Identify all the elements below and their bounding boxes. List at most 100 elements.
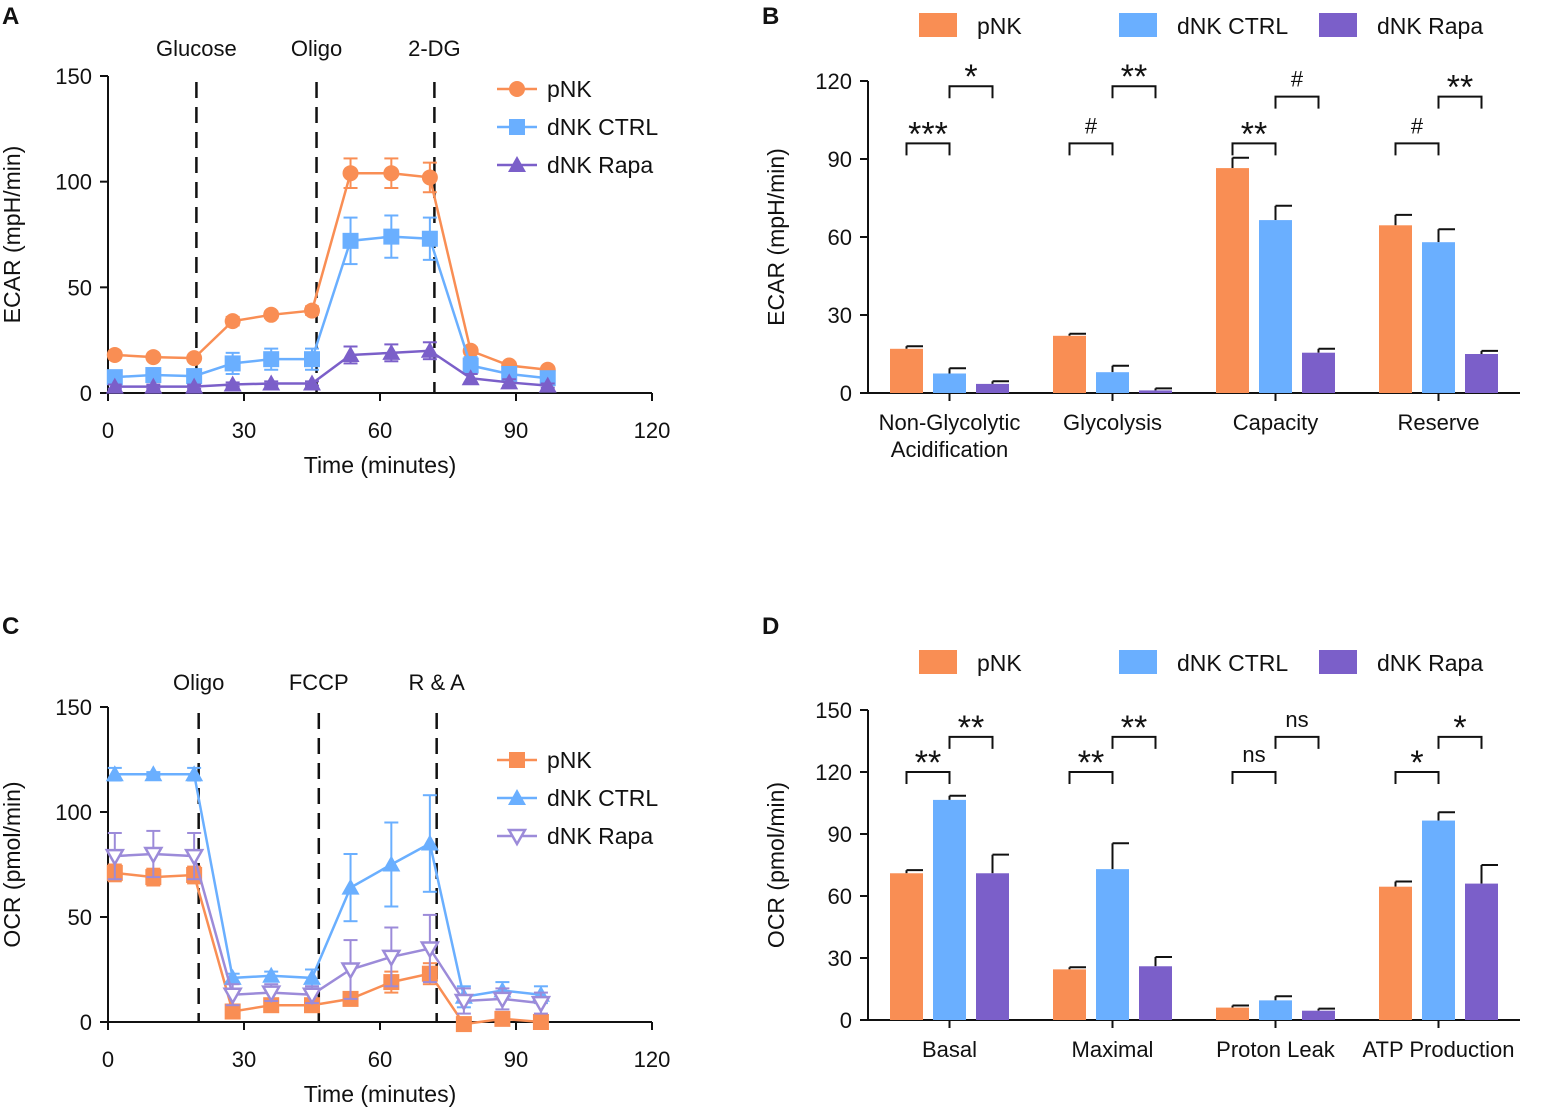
- category-label: ATP Production: [1362, 1037, 1514, 1062]
- significance-label: ***: [908, 115, 948, 153]
- bar-dnk-ctrl-proton-leak: [1259, 1000, 1292, 1020]
- legend-swatch-dnk-ctrl: [1119, 650, 1157, 674]
- data-point-dnk-ctrl: [304, 351, 320, 368]
- data-point-pnk: [342, 165, 359, 182]
- data-point-pnk: [304, 302, 320, 319]
- data-point-pnk: [455, 1016, 472, 1033]
- data-point-dnk-ctrl: [420, 834, 439, 851]
- data-point-dnk-rapa: [185, 377, 204, 394]
- significance-label: **: [1121, 709, 1147, 747]
- x-tick-label: 0: [102, 418, 114, 443]
- bar-pnk-capacity: [1216, 168, 1249, 393]
- bar-dnk-rapa-capacity: [1302, 352, 1335, 393]
- category-label: Maximal: [1072, 1037, 1154, 1062]
- bar-pnk-maximal: [1053, 969, 1086, 1020]
- series-line-dnk-rapa: [114, 349, 548, 388]
- y-tick-label: 100: [55, 170, 92, 195]
- significance-bracket: [948, 735, 994, 749]
- panel-label-d: D: [762, 613, 779, 640]
- data-point-dnk-rapa: [340, 962, 361, 981]
- bar-dnk-ctrl-basal: [933, 799, 966, 1020]
- y-tick-label: 0: [80, 1010, 92, 1035]
- category-label: Glycolysis: [1063, 410, 1162, 435]
- data-point-dnk-ctrl: [341, 878, 360, 895]
- y-tick-label: 120: [815, 69, 852, 94]
- data-point-dnk-rapa: [183, 848, 205, 867]
- bar-dnk-ctrl-capacity: [1259, 220, 1292, 393]
- data-point-pnk: [145, 349, 162, 366]
- y-tick-label: 90: [828, 147, 852, 172]
- series-pnk: [106, 157, 556, 378]
- category-label: Non-Glycolytic: [879, 410, 1021, 435]
- series-pnk: [106, 863, 549, 1033]
- data-point-dnk-rapa: [222, 987, 243, 1006]
- bar-dnk-rapa-maximal: [1139, 966, 1172, 1020]
- legend-swatch-dnk-ctrl: [1119, 13, 1157, 37]
- y-tick-label: 90: [828, 822, 852, 847]
- data-point-dnk-ctrl: [145, 367, 162, 384]
- legend-marker-dnk-rapa: [508, 156, 526, 172]
- data-point-dnk-rapa: [382, 343, 401, 360]
- bar-dnk-ctrl-non-glycolytic-acidification: [933, 373, 966, 393]
- data-point-dnk-ctrl: [303, 968, 321, 985]
- legend-marker-dnk-ctrl: [508, 789, 526, 805]
- data-point-dnk-rapa: [538, 376, 557, 393]
- legend-swatch-pnk: [919, 13, 957, 37]
- legend-label-dnk-ctrl: dNK CTRL: [1177, 13, 1288, 39]
- legend-swatch-pnk: [919, 650, 957, 674]
- panel-c: C 0 50 100 150 0 30 60 90 120 Time (minutes) OCR (p…: [0, 613, 670, 1107]
- legend-label-dnk-rapa: dNK Rapa: [547, 152, 653, 178]
- legend-label-pnk: pNK: [547, 76, 592, 102]
- injection-label-oligo: Oligo: [291, 36, 342, 61]
- significance-label: #: [1411, 113, 1424, 138]
- data-point-dnk-rapa: [492, 991, 513, 1010]
- y-tick-label: 0: [840, 381, 852, 406]
- series-dnk-rapa: [105, 341, 557, 394]
- data-point-dnk-rapa: [301, 987, 323, 1006]
- x-tick-label: 90: [504, 418, 528, 443]
- series-line-dnk-ctrl: [114, 772, 542, 999]
- series-dnk-ctrl: [105, 765, 550, 1009]
- x-tick-label: 30: [232, 1047, 256, 1072]
- legend-swatch-dnk-rapa: [1319, 650, 1357, 674]
- significance-label: #: [1085, 113, 1098, 138]
- significance-bracket: [1068, 142, 1114, 156]
- legend-swatch-dnk-rapa: [1319, 13, 1357, 37]
- data-point-dnk-ctrl: [144, 765, 163, 782]
- data-point-dnk-ctrl: [382, 855, 401, 872]
- x-tick-label: 120: [634, 418, 671, 443]
- bar-dnk-rapa-atp-production: [1465, 883, 1498, 1020]
- significance-bracket: [1231, 142, 1277, 156]
- series-dnk-rapa: [104, 829, 552, 1015]
- data-point-pnk: [106, 346, 123, 363]
- legend-label-dnk-ctrl: dNK CTRL: [1177, 650, 1288, 676]
- data-point-pnk: [494, 1010, 511, 1027]
- y-tick-label: 150: [55, 64, 92, 89]
- series-line-pnk: [114, 171, 548, 371]
- significance-bracket: [1394, 771, 1440, 784]
- x-tick-label: 0: [102, 1047, 114, 1072]
- significance-bracket: [1437, 735, 1483, 749]
- panel-label-a: A: [2, 3, 19, 30]
- significance-label: **: [1078, 744, 1104, 782]
- injection-label-fccp: FCCP: [289, 670, 349, 695]
- data-point-dnk-ctrl: [383, 228, 400, 245]
- category-label: Acidification: [891, 437, 1008, 462]
- bar-dnk-rapa-non-glycolytic-acidification: [976, 383, 1009, 393]
- y-tick-label: 120: [815, 760, 852, 785]
- x-tick-label: 120: [634, 1047, 671, 1072]
- legend-label-pnk: pNK: [977, 650, 1022, 676]
- data-point-dnk-rapa: [105, 377, 124, 394]
- legend-marker-dnk-ctrl: [509, 119, 525, 135]
- injection-label-oligo: Oligo: [173, 670, 224, 695]
- bar-pnk-reserve: [1379, 225, 1412, 393]
- data-point-pnk: [186, 350, 203, 367]
- x-axis-title: Time (minutes): [304, 1081, 457, 1107]
- significance-label: **: [1121, 58, 1147, 96]
- y-axis-title: OCR (pmol/min): [0, 781, 25, 947]
- data-point-dnk-rapa: [461, 369, 480, 386]
- legend-marker-pnk: [509, 81, 525, 97]
- significance-label: *: [1410, 744, 1423, 782]
- panel-label-b: B: [762, 3, 779, 30]
